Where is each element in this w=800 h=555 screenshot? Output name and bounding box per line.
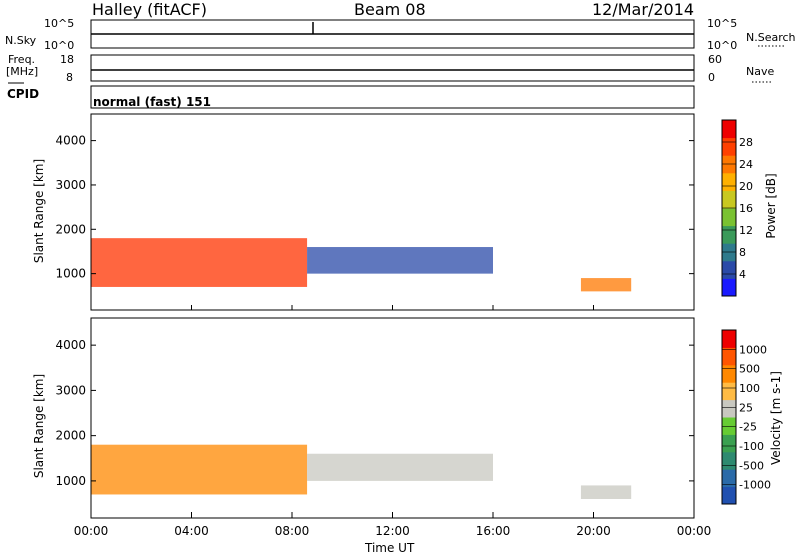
- nsearch-tick-top: 10^5: [707, 17, 738, 30]
- velocity-colorbar-swatch-0: [722, 486, 736, 505]
- time-tick-label-3: 12:00: [375, 524, 410, 538]
- velocity-yticks: 1000 2000 3000 4000: [55, 338, 694, 488]
- velocity-colorbar-tick-label-5: -100: [739, 440, 764, 453]
- freq-unit-label: [MHz]: [6, 65, 39, 78]
- beam-title: Beam 08: [354, 0, 426, 19]
- freq-panel-frame: [90, 54, 695, 82]
- power-colorbar-swatch-9: [722, 120, 736, 139]
- velocity-colorbar-tick-label-7: -1000: [739, 479, 771, 492]
- freq-tick-top: 18: [60, 53, 74, 66]
- station-title: Halley (fitACF): [92, 0, 207, 19]
- velocity-data-regions: [91, 444, 632, 499]
- time-tick-label-0: 00:00: [74, 524, 109, 538]
- power-ytick-label-2: 3000: [55, 178, 86, 192]
- power-panel: 1000 2000 3000 4000: [55, 113, 695, 311]
- velocity-region-1: [307, 453, 493, 481]
- time-tick-label-1: 04:00: [174, 524, 209, 538]
- velocity-region-0: [91, 444, 308, 495]
- nsky-label: N.Sky: [5, 34, 37, 47]
- power-region-1: [307, 247, 493, 274]
- power-region-2: [580, 278, 632, 292]
- velocity-colorbar-tick-label-3: 25: [739, 401, 753, 414]
- nsky-tick-top: 10^5: [44, 17, 75, 30]
- power-colorbar: 28 24 20 16 12 8 4: [721, 119, 753, 297]
- velocity-ytick-label-0: 1000: [55, 474, 86, 488]
- velocity-ytick-label-3: 4000: [55, 338, 86, 352]
- power-colorbar-tick-label-3: 16: [739, 202, 753, 215]
- velocity-colorbar-swatch-1: [722, 469, 736, 488]
- velocity-colorbar-swatch-9: [722, 330, 736, 348]
- power-colorbar-tick-label-4: 12: [739, 224, 753, 237]
- time-ticks: 00:00 04:00 08:00 12:00 16:00 20:00 00:00: [74, 305, 712, 538]
- nave-tick-top: 60: [708, 53, 722, 66]
- power-colorbar-tick-label-1: 24: [739, 158, 753, 171]
- power-colorbar-tick-label-2: 20: [739, 180, 753, 193]
- velocity-panel: 1000 2000 3000 4000: [55, 317, 695, 519]
- time-tick-label-4: 16:00: [476, 524, 511, 538]
- cpid-value: normal (fast) 151: [93, 95, 211, 109]
- velocity-region-2: [580, 485, 632, 499]
- velocity-ytick-label-2: 3000: [55, 383, 86, 397]
- nsky-tick-bottom: 10^0: [44, 39, 75, 52]
- power-colorbar-tick-label-0: 28: [739, 136, 753, 149]
- freq-tick-bottom: 8: [66, 71, 73, 84]
- date-title: 12/Mar/2014: [592, 0, 695, 19]
- power-ytick-label-3: 4000: [55, 134, 86, 148]
- power-colorbar-swatch-5: [722, 190, 736, 209]
- nsearch-label: N.Search: [746, 31, 796, 44]
- cpid-panel-frame: [90, 85, 695, 109]
- nsearch-tick-bottom: 10^0: [707, 39, 738, 52]
- power-ytick-label-1: 2000: [55, 222, 86, 236]
- velocity-colorbar-swatch-5: [722, 399, 736, 418]
- power-colorbar-tick-label-5: 8: [739, 246, 746, 259]
- velocity-colorbar-swatch-8: [722, 347, 736, 366]
- velocity-colorbar-tick-label-2: 100: [739, 382, 760, 395]
- velocity-colorbar-swatch-4: [722, 417, 736, 435]
- velocity-colorbar-swatch-2: [722, 451, 736, 470]
- velocity-colorbar-swatch-7: [722, 364, 736, 383]
- power-colorbar-swatch-8: [722, 137, 736, 156]
- time-tick-label-2: 08:00: [275, 524, 310, 538]
- velocity-colorbar-tick-label-4: -25: [739, 421, 757, 434]
- velocity-colorbar: 1000 500 100 25 -25 -100 -500 -1000: [721, 329, 771, 505]
- velocity-colorbar-tick-label-0: 1000: [739, 343, 767, 356]
- power-region-0: [91, 238, 308, 287]
- velocity-colorbar-tick-label-6: -500: [739, 459, 764, 472]
- velocity-ytick-label-1: 2000: [55, 429, 86, 443]
- power-yticks: 1000 2000 3000 4000: [55, 134, 694, 281]
- nave-tick-bottom: 0: [708, 71, 715, 84]
- velocity-colorbar-tick-label-1: 500: [739, 363, 760, 376]
- velocity-colorbar-frame: [721, 329, 737, 505]
- velocity-colorbar-swatch-6: [722, 382, 736, 401]
- power-colorbar-swatch-3: [722, 225, 736, 244]
- time-tick-label-5: 20:00: [576, 524, 611, 538]
- power-colorbar-swatch-1: [722, 260, 736, 279]
- velocity-colorbar-swatch-3: [722, 434, 736, 453]
- power-colorbar-tick-label-6: 4: [739, 268, 746, 281]
- power-colorbar-swatch-6: [722, 172, 736, 191]
- time-axis-label: Time UT: [365, 541, 415, 555]
- power-colorbar-swatch-0: [722, 278, 736, 297]
- freq-label: Freq.: [8, 53, 36, 66]
- power-ytick-label-0: 1000: [55, 267, 86, 281]
- cpid-label: CPID: [7, 87, 40, 101]
- time-tick-label-6: 00:00: [677, 524, 712, 538]
- nave-label: Nave: [746, 65, 775, 78]
- power-data-regions: [91, 238, 632, 292]
- power-colorbar-swatch-4: [722, 208, 736, 227]
